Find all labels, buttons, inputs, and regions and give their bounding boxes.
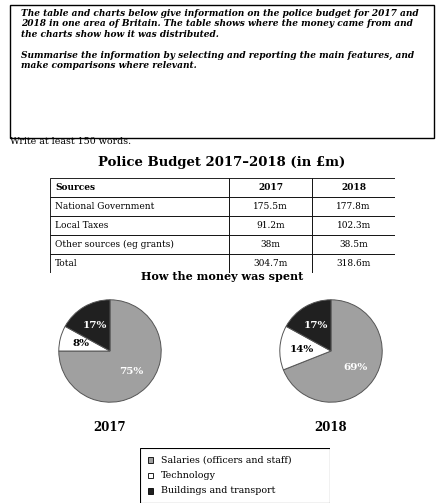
Wedge shape: [283, 300, 382, 402]
Text: Buildings and transport: Buildings and transport: [161, 486, 275, 495]
Bar: [312, 178, 395, 197]
Bar: [147, 457, 153, 463]
Text: 17%: 17%: [83, 321, 107, 330]
Text: Write at least 150 words.: Write at least 150 words.: [10, 136, 131, 145]
Text: 91.2m: 91.2m: [257, 221, 285, 230]
Bar: [312, 216, 395, 235]
Bar: [50, 197, 230, 216]
Text: 38.5m: 38.5m: [339, 240, 368, 249]
Text: 2018: 2018: [315, 422, 347, 435]
Text: How the money was spent: How the money was spent: [141, 272, 303, 283]
Wedge shape: [286, 300, 331, 351]
Text: 14%: 14%: [289, 345, 313, 354]
Bar: [50, 216, 230, 235]
Text: 177.8m: 177.8m: [337, 202, 371, 211]
Text: 17%: 17%: [304, 321, 328, 330]
Bar: [230, 216, 312, 235]
Bar: [312, 235, 395, 254]
Text: Police Budget 2017–2018 (in £m): Police Budget 2017–2018 (in £m): [99, 156, 345, 170]
Bar: [312, 197, 395, 216]
Text: 8%: 8%: [73, 339, 90, 348]
Wedge shape: [280, 326, 331, 370]
Text: Technology: Technology: [161, 471, 216, 480]
Wedge shape: [65, 300, 110, 351]
Text: Salaries (officers and staff): Salaries (officers and staff): [161, 456, 291, 465]
Bar: [147, 488, 153, 493]
Text: 38m: 38m: [261, 240, 281, 249]
Bar: [50, 178, 230, 197]
Text: 75%: 75%: [119, 368, 143, 377]
Text: 2018: 2018: [341, 183, 366, 192]
Bar: [312, 254, 395, 273]
Bar: [230, 254, 312, 273]
Text: Total: Total: [55, 259, 78, 268]
Text: 2017: 2017: [258, 183, 283, 192]
Wedge shape: [59, 300, 161, 402]
Text: The table and charts below give information on the police budget for 2017 and
20: The table and charts below give informat…: [20, 9, 418, 70]
Text: Sources: Sources: [55, 183, 95, 192]
Bar: [230, 197, 312, 216]
Text: 69%: 69%: [344, 363, 368, 372]
Wedge shape: [59, 326, 110, 351]
Text: National Government: National Government: [55, 202, 155, 211]
Text: 318.6m: 318.6m: [337, 259, 371, 268]
Bar: [230, 235, 312, 254]
Text: Other sources (eg grants): Other sources (eg grants): [55, 240, 174, 249]
Text: Local Taxes: Local Taxes: [55, 221, 108, 230]
Bar: [50, 254, 230, 273]
Bar: [230, 178, 312, 197]
Bar: [147, 473, 153, 478]
Text: 102.3m: 102.3m: [337, 221, 371, 230]
Text: 304.7m: 304.7m: [254, 259, 288, 268]
Text: 2017: 2017: [94, 422, 126, 435]
Bar: [50, 235, 230, 254]
Text: 175.5m: 175.5m: [254, 202, 288, 211]
